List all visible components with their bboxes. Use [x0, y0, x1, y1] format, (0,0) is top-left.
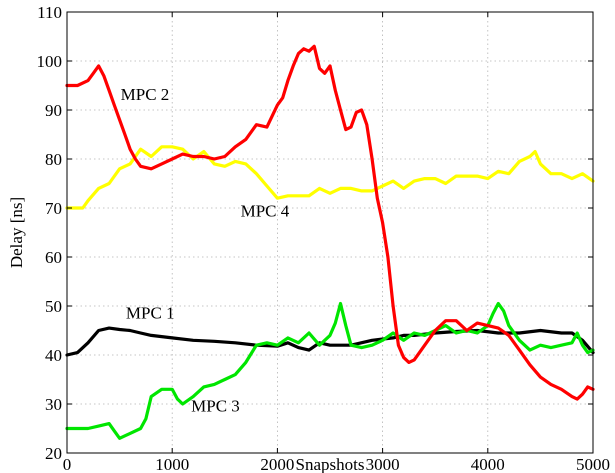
x-axis-label: Snapshots	[296, 455, 365, 473]
y-tick-label: 60	[45, 248, 62, 267]
x-tick-label: 3000	[366, 455, 400, 473]
series-line-mpc-2	[65, 44, 595, 401]
grid	[67, 12, 593, 453]
y-tick-label: 20	[45, 444, 62, 463]
y-tick-label: 90	[45, 101, 62, 120]
y-tick-label: 100	[37, 52, 63, 71]
annotation-mpc-3: MPC 3	[191, 396, 240, 415]
y-tick-label: 30	[45, 395, 62, 414]
y-axis-label: Delay [ns]	[7, 197, 26, 268]
annotation-mpc-2: MPC 2	[121, 85, 170, 104]
x-tick-label: 2000	[260, 455, 294, 473]
series-annotations: MPC 1 MPC 2 MPC 3 MPC 4	[121, 85, 290, 415]
plot-frame	[66, 11, 594, 454]
y-tick-label: 70	[45, 199, 62, 218]
series-line-mpc-3	[65, 301, 595, 440]
y-tick-label: 80	[45, 150, 62, 169]
y-tick-label: 110	[37, 3, 62, 22]
x-tick-label: 0	[63, 455, 72, 473]
x-tick-label: 1000	[155, 455, 189, 473]
series-lines	[65, 44, 595, 440]
y-tick-label: 50	[45, 297, 62, 316]
y-tick-label: 40	[45, 346, 62, 365]
annotation-mpc-1: MPC 1	[126, 303, 175, 322]
x-tick-label: 4000	[471, 455, 505, 473]
series-line-mpc-4	[65, 145, 595, 210]
annotation-mpc-4: MPC 4	[241, 201, 290, 220]
x-tick-label: 5000	[576, 455, 610, 473]
tick-labels: 0 1000 2000 3000 4000 5000 20 30 40 50 60 70 80 90 100…	[37, 3, 611, 473]
axis-ticks	[66, 11, 594, 454]
